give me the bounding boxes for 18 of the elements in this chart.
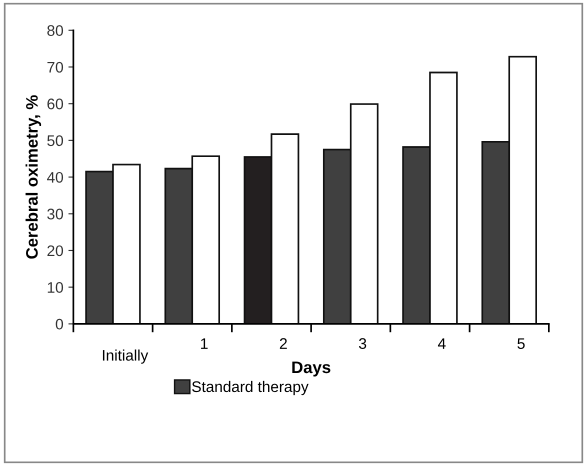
x-axis-title: Days [292,362,330,377]
x-tick-label: Initially [102,350,148,364]
y-tick-label: 70 [47,62,64,73]
x-tick-label: 3 [358,338,366,349]
x-tick-label: 2 [280,338,287,349]
y-tick-label: 80 [47,25,64,36]
y-tick-label: 10 [48,282,64,293]
legend-label: Standard therapy [192,380,309,396]
y-tick-label: 40 [47,172,64,183]
x-tick-label: 1 [201,338,208,349]
x-tick-label: 4 [438,338,446,349]
y-tick-label: 0 [56,318,64,330]
x-tick-label: 5 [517,338,525,349]
y-tick-label: 30 [47,208,64,220]
y-tick-label: 60 [47,98,64,110]
y-tick-label: 20 [47,245,64,256]
y-axis-title: Cerebral oximetry, % [26,95,42,259]
y-tick-label: 50 [47,135,64,146]
